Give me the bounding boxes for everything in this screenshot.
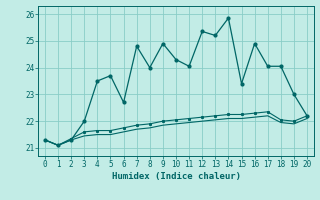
X-axis label: Humidex (Indice chaleur): Humidex (Indice chaleur) [111, 172, 241, 181]
